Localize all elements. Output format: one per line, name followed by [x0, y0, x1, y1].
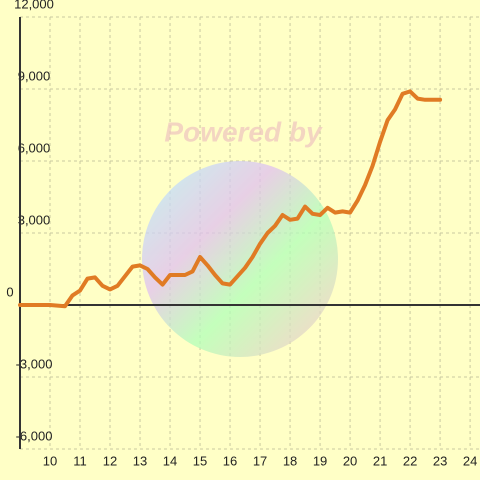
x-tick-label: 19 [313, 453, 327, 468]
x-tick-label: 23 [433, 453, 447, 468]
x-tick-label: 14 [163, 453, 177, 468]
y-tick-label: 0 [6, 284, 13, 299]
x-tick-label: 21 [373, 453, 387, 468]
x-tick-label: 20 [343, 453, 357, 468]
watermark: Powered by [142, 116, 338, 357]
x-tick-label: 18 [283, 453, 297, 468]
x-tick-label: 24 [463, 453, 477, 468]
x-tick-label: 10 [43, 453, 57, 468]
watermark-logo [142, 161, 338, 357]
x-tick-label: 15 [193, 453, 207, 468]
y-tick-label: -3,000 [16, 356, 53, 371]
y-tick-label: 6,000 [18, 140, 51, 155]
x-tick-label: 17 [253, 453, 267, 468]
plot: -6,000 -3,000 0 3,000 6,000 9,000 12,000 10 11 12… [6, 0, 480, 468]
y-tick-label: 12,000 [14, 0, 54, 11]
x-tick-label: 16 [223, 453, 237, 468]
y-tick-label: -6,000 [16, 428, 53, 443]
x-tick-label: 12 [103, 453, 117, 468]
y-tick-label: 3,000 [18, 212, 51, 227]
watermark-text: Powered by [164, 116, 323, 147]
x-tick-label: 11 [73, 453, 87, 468]
data-line [18, 89, 443, 309]
x-tick-label: 22 [403, 453, 417, 468]
y-tick-label: 9,000 [18, 68, 51, 83]
x-tick-label: 13 [133, 453, 147, 468]
